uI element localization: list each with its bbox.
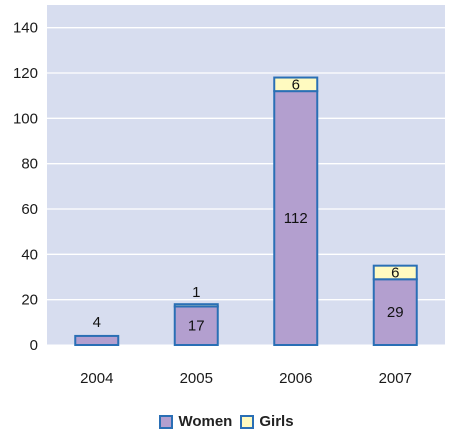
y-tick-label: 100	[13, 110, 38, 127]
data-label-women: 29	[387, 304, 404, 321]
x-tick-label: 2007	[379, 370, 412, 387]
bar-girls	[372, 264, 418, 281]
x-tick-label: 2005	[180, 370, 213, 387]
data-label-women: 17	[188, 318, 205, 335]
data-label-girls: 6	[292, 76, 300, 93]
data-label-girls: 1	[192, 284, 200, 301]
legend: Women Girls	[0, 413, 453, 430]
y-tick-label: 120	[13, 65, 38, 82]
y-tick-label: 140	[13, 20, 38, 37]
legend-item-girls: Girls	[240, 413, 294, 430]
data-label-women: 112	[284, 210, 308, 227]
y-tick-label: 40	[21, 246, 38, 263]
legend-swatch-girls	[240, 414, 255, 429]
y-tick-label: 80	[21, 156, 38, 173]
x-tick-label: 2004	[80, 370, 113, 387]
stacked-bar-chart: 0 20 40 60 80 100 120 140 4 2004 17 1 2005 112 6 2006 29…	[13, 5, 445, 387]
y-tick-label: 0	[30, 337, 38, 354]
bar-girls	[273, 76, 319, 93]
x-tick-label: 2006	[279, 370, 312, 387]
bar-women	[74, 334, 120, 346]
legend-label-girls: Girls	[259, 413, 294, 430]
y-tick-label: 20	[21, 292, 38, 309]
y-tick-label: 60	[21, 201, 38, 218]
legend-swatch-women	[159, 414, 174, 429]
data-label-girls: 6	[391, 264, 399, 281]
bar-women	[372, 278, 418, 346]
legend-label-women: Women	[178, 413, 233, 430]
bar-girls	[173, 303, 219, 308]
bar-women	[273, 90, 319, 346]
bar-women	[173, 305, 219, 347]
data-label-women: 4	[93, 314, 101, 331]
legend-item-women: Women	[159, 413, 232, 430]
